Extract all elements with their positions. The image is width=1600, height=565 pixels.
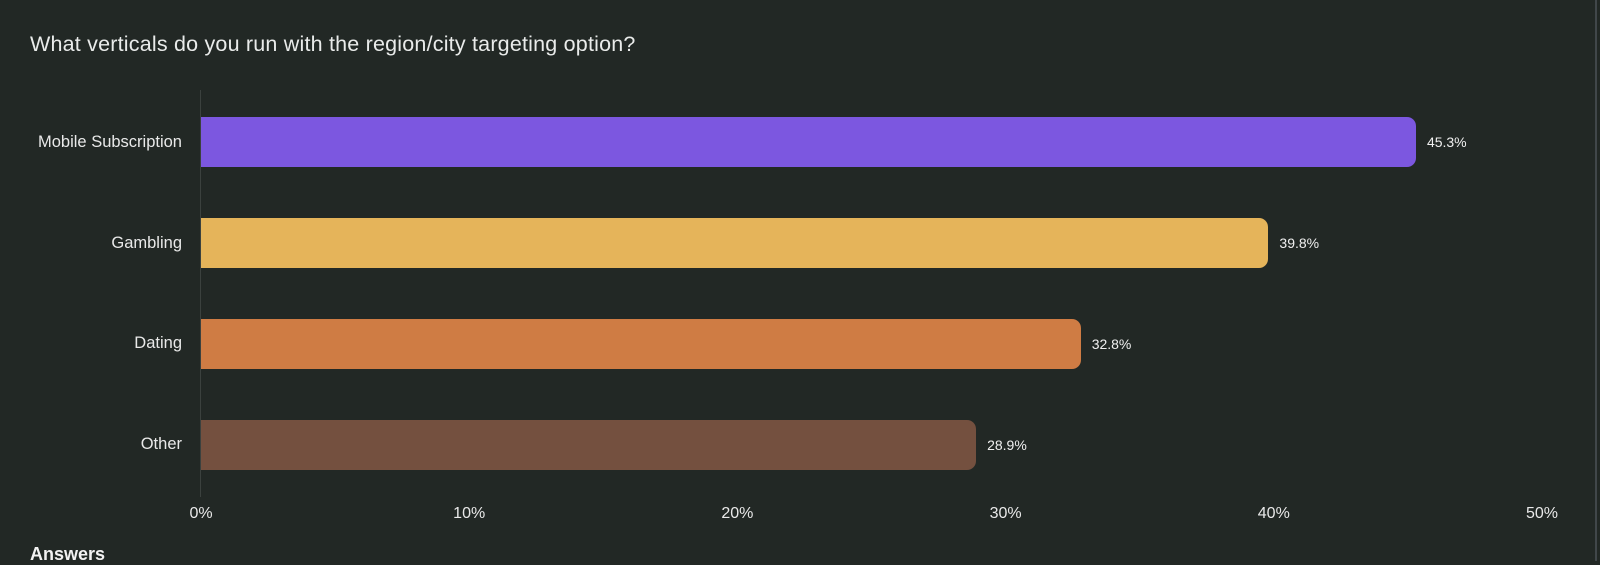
value-label: 32.8% <box>1091 335 1132 352</box>
chart-title: What verticals do you run with the regio… <box>30 32 636 56</box>
x-tick-label: 0% <box>189 505 213 522</box>
bar-gambling[interactable] <box>201 218 1269 269</box>
bar-mobile-subscription[interactable] <box>201 117 1416 168</box>
x-tick-label: 50% <box>1525 505 1559 522</box>
bar-track: 39.8% <box>201 218 1542 269</box>
x-tick-label: 30% <box>989 505 1022 522</box>
value-label: 45.3% <box>1426 134 1467 151</box>
bar-row: Other 28.9% <box>0 394 1600 495</box>
category-label: Dating <box>134 334 182 353</box>
bar-dating[interactable] <box>201 318 1081 369</box>
category-label: Mobile Subscription <box>38 132 182 151</box>
x-tick-label: 10% <box>453 505 486 522</box>
category-label: Gambling <box>111 233 182 252</box>
category-label: Other <box>140 435 182 454</box>
x-tick-label: 40% <box>1257 505 1290 522</box>
bar-chart: Mobile Subscription 45.3% Gambling 39.8% Dat… <box>0 92 1600 495</box>
bar-track: 32.8% <box>201 318 1542 369</box>
bar-other[interactable] <box>201 419 977 470</box>
bar-row: Dating 32.8% <box>0 294 1600 395</box>
bar-track: 28.9% <box>201 419 1542 470</box>
bar-row: Mobile Subscription 45.3% <box>0 92 1600 193</box>
value-label: 28.9% <box>987 436 1027 453</box>
value-label: 39.8% <box>1279 235 1320 252</box>
scrollbar-track[interactable] <box>1595 0 1597 561</box>
y-axis-line <box>200 90 201 497</box>
x-tick-label: 20% <box>721 505 754 522</box>
bar-row: Gambling 39.8% <box>0 193 1600 294</box>
answers-section-heading: Answers <box>30 544 106 564</box>
x-axis: 0% 10% 20% 30% 40% 50% <box>189 505 1558 527</box>
bar-track: 45.3% <box>201 117 1542 168</box>
